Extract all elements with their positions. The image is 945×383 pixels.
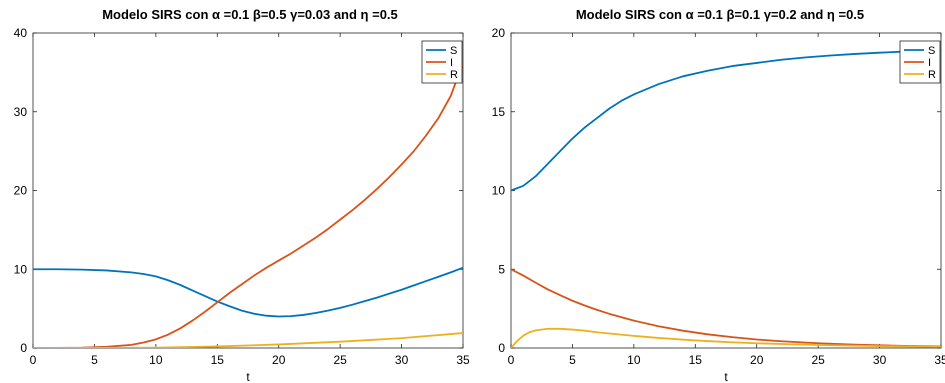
x-tick-label: 30	[395, 353, 409, 367]
x-tick-label: 10	[149, 353, 163, 367]
legend-label-S: S	[928, 45, 935, 57]
x-tick-label: 5	[569, 353, 576, 367]
y-tick-label: 20	[14, 184, 28, 198]
series-line-I	[33, 62, 463, 348]
legend-label-R: R	[450, 69, 458, 81]
series-line-S	[511, 49, 941, 192]
y-tick-label: 0	[498, 341, 505, 355]
y-tick-label: 10	[14, 262, 28, 276]
x-axis-label: t	[246, 370, 250, 383]
legend-label-I: I	[450, 57, 453, 69]
chart-title: Modelo SIRS con α =0.1 β=0.5 γ=0.03 and …	[102, 7, 398, 22]
x-tick-label: 15	[689, 353, 703, 367]
y-tick-label: 0	[20, 341, 27, 355]
y-tick-label: 5	[498, 262, 505, 276]
x-tick-label: 15	[211, 353, 225, 367]
series-line-R	[33, 332, 463, 348]
x-tick-label: 0	[30, 353, 37, 367]
x-tick-label: 35	[456, 353, 470, 367]
y-tick-label: 10	[492, 184, 506, 198]
chart-panel-1: Modelo SIRS con α =0.1 β=0.5 γ=0.03 and …	[14, 7, 470, 383]
chart-panel-2: Modelo SIRS con α =0.1 β=0.1 γ=0.2 and η…	[492, 7, 945, 383]
y-tick-label: 30	[14, 105, 28, 119]
series-line-I	[511, 268, 941, 348]
x-axis-label: t	[724, 370, 728, 383]
y-tick-label: 20	[492, 26, 506, 40]
x-tick-label: 5	[91, 353, 98, 367]
x-tick-label: 0	[508, 353, 515, 367]
x-tick-label: 20	[272, 353, 286, 367]
x-tick-label: 35	[934, 353, 945, 367]
x-tick-label: 20	[750, 353, 764, 367]
legend-label-S: S	[450, 45, 457, 57]
x-tick-label: 25	[811, 353, 825, 367]
y-tick-label: 15	[492, 105, 506, 119]
x-tick-label: 10	[627, 353, 641, 367]
x-tick-label: 25	[333, 353, 347, 367]
plot-area	[510, 32, 942, 349]
y-tick-label: 40	[14, 26, 28, 40]
x-tick-label: 30	[873, 353, 887, 367]
series-line-R	[511, 327, 941, 348]
chart-title: Modelo SIRS con α =0.1 β=0.1 γ=0.2 and η…	[576, 7, 864, 22]
legend-label-I: I	[928, 57, 931, 69]
plot-area	[32, 32, 464, 349]
legend-label-R: R	[928, 69, 936, 81]
series-line-S	[33, 266, 463, 318]
